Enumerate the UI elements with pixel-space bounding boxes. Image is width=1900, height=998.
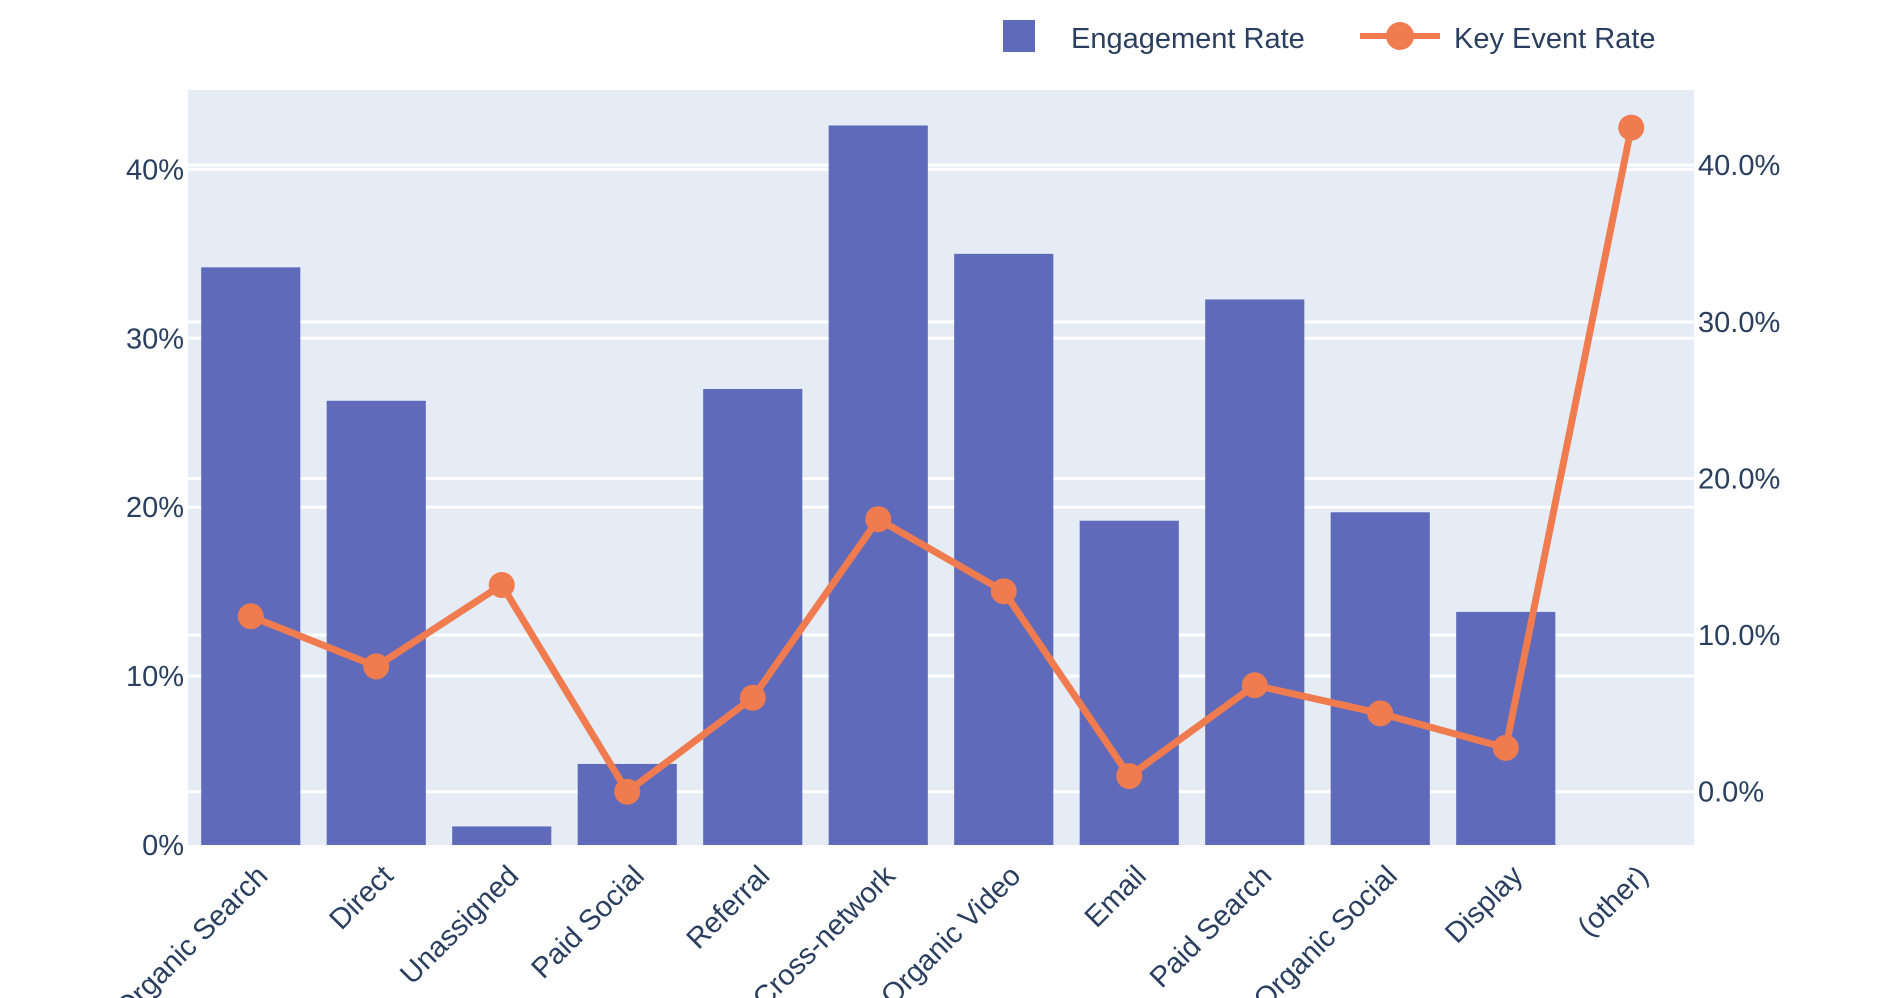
y-left-tick-label: 10% — [126, 661, 184, 693]
plot-area — [188, 90, 1694, 845]
legend-label-engagement-rate: Engagement Rate — [1071, 23, 1305, 55]
point-direct — [363, 653, 390, 680]
bar-paid-search — [1205, 299, 1305, 846]
bar-direct — [326, 400, 426, 845]
point-organic-search — [237, 603, 264, 630]
point-cross-network — [865, 506, 892, 533]
x-tick-label: Paid Search — [1144, 860, 1278, 994]
legend: Engagement Rate Key Event Rate — [1003, 20, 1656, 55]
y-right-tick-label: 0.0% — [1698, 777, 1764, 809]
x-tick-label: Organic Search — [109, 860, 274, 998]
bar-organic-video — [954, 253, 1054, 846]
x-tick-label: Direct — [324, 860, 400, 936]
y-left-tick-label: 30% — [126, 323, 184, 355]
point-organic-social — [1367, 700, 1394, 727]
bar-organic-social — [1330, 512, 1430, 845]
line-series — [237, 114, 1645, 805]
x-tick-label: Paid Social — [526, 860, 651, 985]
y-axis-right: 0.0% 10.0% 20.0% 30.0% 40.0% — [1698, 150, 1780, 809]
y-right-tick-label: 10.0% — [1698, 620, 1780, 652]
y-right-tick-label: 20.0% — [1698, 463, 1780, 495]
x-tick-label: Referral — [681, 860, 777, 956]
bar-referral — [703, 388, 803, 845]
y-left-tick-label: 40% — [126, 154, 184, 186]
y-axis-left: 0% 10% 20% 30% 40% — [126, 154, 184, 862]
point-email — [1116, 763, 1143, 790]
x-tick-label: Display — [1439, 860, 1529, 950]
right-gridlines — [188, 163, 1694, 794]
point-organic-video — [990, 578, 1017, 605]
x-tick-label: Email — [1079, 860, 1153, 934]
left-gridlines — [188, 167, 1694, 678]
bar-display — [1456, 611, 1556, 845]
x-tick-label: Unassigned — [394, 860, 525, 991]
bar-email — [1079, 520, 1179, 845]
point-paid-search — [1241, 672, 1268, 699]
y-right-tick-label: 40.0% — [1698, 150, 1780, 182]
legend-label-key-event-rate: Key Event Rate — [1454, 23, 1656, 55]
bar-cross-network — [828, 125, 928, 846]
point-referral — [739, 684, 766, 711]
legend-marker-key-event-rate — [1386, 22, 1414, 50]
bar-unassigned — [452, 826, 552, 845]
y-left-tick-label: 20% — [126, 492, 184, 524]
bar-series — [201, 125, 1556, 846]
bar-organic-search — [201, 267, 301, 845]
y-right-tick-label: 30.0% — [1698, 307, 1780, 339]
x-tick-label: (other) — [1572, 860, 1655, 943]
point-other — [1618, 114, 1645, 141]
point-unassigned — [488, 571, 515, 598]
legend-swatch-engagement-rate — [1003, 20, 1035, 52]
point-paid-social — [614, 778, 641, 805]
y-left-tick-label: 0% — [142, 830, 184, 862]
point-display — [1492, 734, 1519, 761]
key-event-rate-line — [249, 126, 1635, 796]
